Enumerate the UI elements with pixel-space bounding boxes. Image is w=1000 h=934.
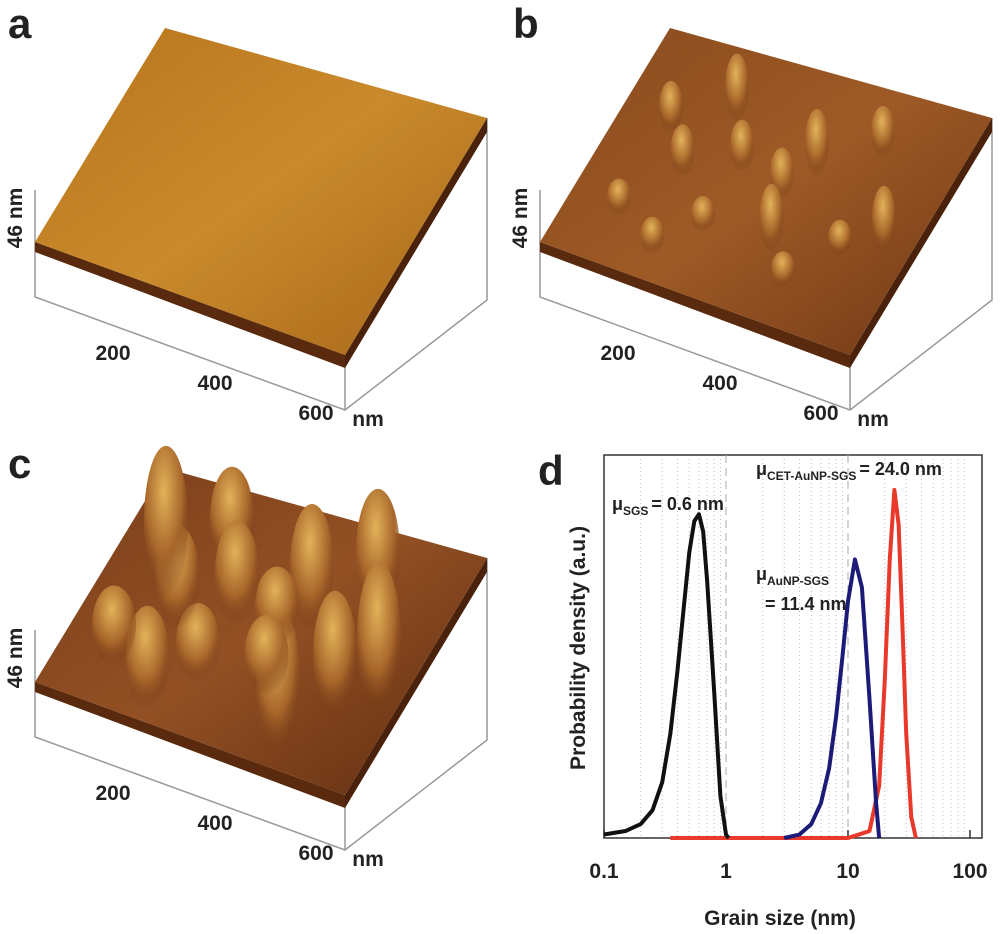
afm-side — [35, 682, 345, 808]
x-tick-label: 600 — [803, 402, 838, 425]
afm-peak — [771, 251, 795, 288]
afm-peak — [659, 80, 683, 133]
x-tick-label: 10 — [836, 860, 859, 883]
afm-peak — [828, 219, 852, 256]
x-tick-label: 100 — [952, 860, 987, 883]
afm-side — [540, 242, 850, 368]
afm-peak — [691, 196, 715, 232]
afm-side — [35, 242, 345, 368]
afm-peak — [730, 119, 754, 172]
afm-peak — [125, 605, 170, 710]
panel-letter: c — [8, 440, 31, 487]
axis-unit: nm — [857, 408, 889, 431]
annotation-text: = 24.0 nm — [859, 459, 942, 479]
z-axis-label: 46 nm — [509, 188, 532, 249]
x-tick-label: 200 — [95, 782, 130, 805]
afm-peak — [92, 585, 136, 666]
afm-panel: b 46 nm 200 400 600 nm — [509, 0, 993, 431]
z-axis-label: 46 nm — [4, 188, 27, 249]
afm-peak — [290, 504, 334, 632]
afm-peak — [805, 109, 829, 177]
afm-side — [850, 118, 992, 368]
series-line — [603, 512, 731, 840]
afm-peak — [144, 445, 188, 598]
panel-letter: a — [8, 0, 32, 47]
z-axis-label: 46 nm — [4, 628, 27, 689]
afm-peak — [244, 614, 289, 695]
afm-peak — [313, 590, 357, 719]
afm-peak — [607, 178, 631, 215]
axis-unit: nm — [352, 408, 384, 431]
annotation-symbol: μ — [756, 459, 767, 479]
annotation: μCET-AuNP-SGS = 24.0 nm — [756, 459, 942, 483]
x-tick-label: 1 — [720, 860, 732, 883]
panel-letter: b — [513, 0, 539, 47]
annotation-subscript: CET-AuNP-SGS — [767, 469, 856, 483]
afm-panel: a 46 nm 200 400 600 nm — [4, 0, 488, 431]
series-line — [670, 487, 918, 840]
x-tick-label: 400 — [197, 812, 232, 835]
annotation-symbol: μ — [612, 494, 623, 514]
afm-panel: c 46 nm 200 400 600 nm — [4, 440, 488, 871]
afm-surface — [35, 28, 487, 355]
afm-peak — [215, 520, 259, 625]
annotation-subscript: SGS — [623, 504, 648, 518]
afm-peak — [725, 53, 749, 122]
afm-peak — [640, 216, 665, 253]
x-tick-label: 400 — [702, 372, 737, 395]
x-tick-label: 600 — [298, 402, 333, 425]
annotation: μAuNP-SGS — [756, 564, 829, 588]
panel-letter: d — [538, 447, 564, 494]
series-line — [783, 557, 882, 840]
annotation-text: = 0.6 nm — [651, 494, 724, 514]
x-tick-label: 200 — [600, 342, 635, 365]
annotation: μSGS = 0.6 nm — [612, 494, 724, 518]
annotation-subscript: AuNP-SGS — [767, 574, 829, 588]
afm-peak — [759, 183, 784, 252]
afm-side — [345, 558, 487, 808]
afm-peak — [871, 105, 895, 158]
x-tick-label: 400 — [197, 372, 232, 395]
x-tick-label: 600 — [298, 842, 333, 865]
axis-unit: nm — [352, 848, 384, 871]
y-axis-label: Probability density (a.u.) — [567, 526, 590, 770]
annotation-symbol: μ — [756, 564, 767, 584]
afm-peak — [357, 562, 401, 715]
x-tick-label: 0.1 — [589, 860, 619, 883]
x-tick-label: 200 — [95, 342, 130, 365]
annotation-text: = 11.4 nm — [765, 594, 847, 614]
afm-peak — [670, 124, 695, 177]
afm-side — [345, 118, 487, 368]
x-axis-label: Grain size (nm) — [704, 907, 856, 930]
afm-peak — [872, 185, 896, 254]
